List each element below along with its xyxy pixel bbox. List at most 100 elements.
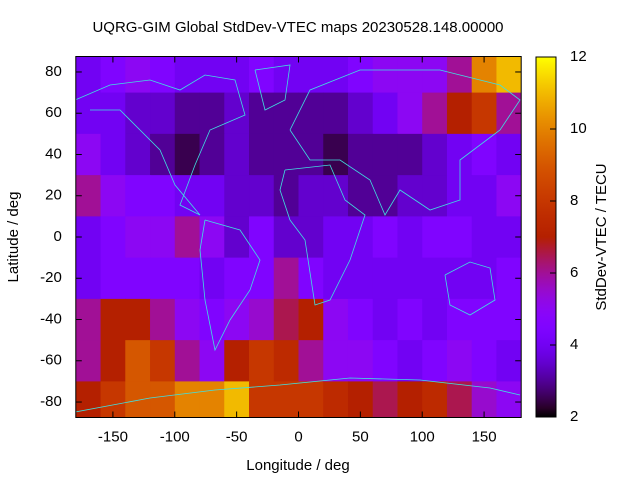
colorbar-tick-label: 6 (570, 264, 578, 281)
x-tick-label: -150 (98, 428, 128, 445)
heatmap-cell (273, 216, 299, 259)
coastline (289, 69, 521, 216)
heatmap-cell (496, 381, 522, 418)
heatmap-cell (224, 257, 250, 300)
heatmap-cell (249, 133, 275, 176)
heatmap-cell (100, 133, 126, 176)
heatmap-cell (298, 216, 324, 259)
heatmap-cell (249, 257, 275, 300)
heatmap-cell (249, 340, 275, 382)
heatmap-cell (125, 298, 151, 341)
heatmap-cell (471, 216, 497, 259)
heatmap-cell (249, 56, 275, 94)
x-tick-label: -100 (160, 428, 190, 445)
heatmap-cell (100, 92, 126, 135)
heatmap-cell (422, 340, 448, 382)
heatmap-cell (125, 56, 151, 94)
y-axis-label: Latitude / deg (5, 192, 22, 283)
coastline (444, 261, 496, 316)
heatmap-cell (323, 92, 349, 135)
heatmap-cell (446, 216, 473, 259)
heatmap-cell (446, 381, 473, 418)
y-tick-label: 40 (45, 145, 62, 162)
heatmap-cell (422, 92, 448, 135)
heatmap-cell (397, 381, 423, 418)
heatmap-cell (298, 56, 324, 94)
heatmap-cell (446, 257, 473, 300)
y-tick-label: -80 (40, 393, 62, 410)
heatmap-cell (323, 257, 349, 300)
heatmap-cell (372, 298, 398, 341)
heatmap-cell (150, 175, 176, 217)
heatmap-cell (199, 175, 225, 217)
heatmap-cell (471, 133, 497, 176)
heatmap-cell (150, 298, 176, 341)
heatmap-cell (100, 381, 126, 418)
heatmap-cell (496, 56, 522, 94)
colorbar-tick-label: 2 (570, 408, 578, 425)
heatmap-cell (75, 56, 102, 94)
colorbar (535, 56, 557, 418)
heatmap-cell (422, 56, 448, 94)
heatmap-cell (224, 216, 250, 259)
heatmap-cell (372, 381, 398, 418)
heatmap-cell (224, 133, 250, 176)
x-axis-label: Longitude / deg (246, 457, 349, 474)
heatmap-cell (372, 56, 398, 94)
heatmap-cell (249, 216, 275, 259)
heatmap-cell (397, 56, 423, 94)
y-tick-label: -60 (40, 352, 62, 369)
heatmap-cell (150, 381, 176, 418)
heatmap-cell (422, 298, 448, 341)
heatmap-cell (471, 298, 497, 341)
heatmap-cell (471, 257, 497, 300)
heatmap-cell (347, 175, 374, 217)
heatmap-cell (422, 175, 448, 217)
heatmap-cell (298, 340, 324, 382)
heatmap-cell (347, 133, 374, 176)
heatmap-cell (471, 92, 497, 135)
heatmap-cell (372, 216, 398, 259)
heatmap-cell (125, 133, 151, 176)
heatmap-cell (150, 340, 176, 382)
y-tick-label: 60 (45, 104, 62, 121)
heatmap-cell (224, 298, 250, 341)
heatmap-cell (174, 56, 201, 94)
x-tick-label: -50 (226, 428, 248, 445)
heatmap-cell (446, 92, 473, 135)
heatmap-cell (298, 381, 324, 418)
heatmap-cell (397, 92, 423, 135)
heatmap-cell (298, 133, 324, 176)
heatmap-cell (150, 133, 176, 176)
heatmap-cell (273, 175, 299, 217)
heatmap-cell (75, 381, 102, 418)
y-tick-label: 0 (53, 228, 61, 245)
heatmap-cell (125, 340, 151, 382)
heatmap-cell (174, 257, 201, 300)
coastline (254, 64, 291, 111)
heatmap-cell (372, 257, 398, 300)
heatmap-cell (100, 340, 126, 382)
heatmap-cell (174, 381, 201, 418)
heatmap-cell (273, 381, 299, 418)
heatmap-cell (273, 133, 299, 176)
heatmap-cell (422, 381, 448, 418)
heatmap-cell (372, 133, 398, 176)
coastline (75, 74, 246, 216)
y-tick-label: -40 (40, 310, 62, 327)
heatmap-cell (150, 216, 176, 259)
heatmap-cell (323, 381, 349, 418)
chart-title: UQRG-GIM Global StdDev-VTEC maps 2023052… (92, 19, 503, 36)
heatmap-cell (372, 92, 398, 135)
heatmap-cell (199, 381, 225, 418)
heatmap-cell (174, 340, 201, 382)
heatmap-cell (298, 298, 324, 341)
heatmap-cell (347, 298, 374, 341)
heatmap-cell (298, 175, 324, 217)
heatmap-cell (199, 216, 225, 259)
heatmap-cell (174, 298, 201, 341)
heatmap-cell (100, 257, 126, 300)
heatmap-cell (199, 133, 225, 176)
heatmap-cell (100, 175, 126, 217)
colorbar-label: StdDev-VTEC / TECU (593, 163, 610, 310)
